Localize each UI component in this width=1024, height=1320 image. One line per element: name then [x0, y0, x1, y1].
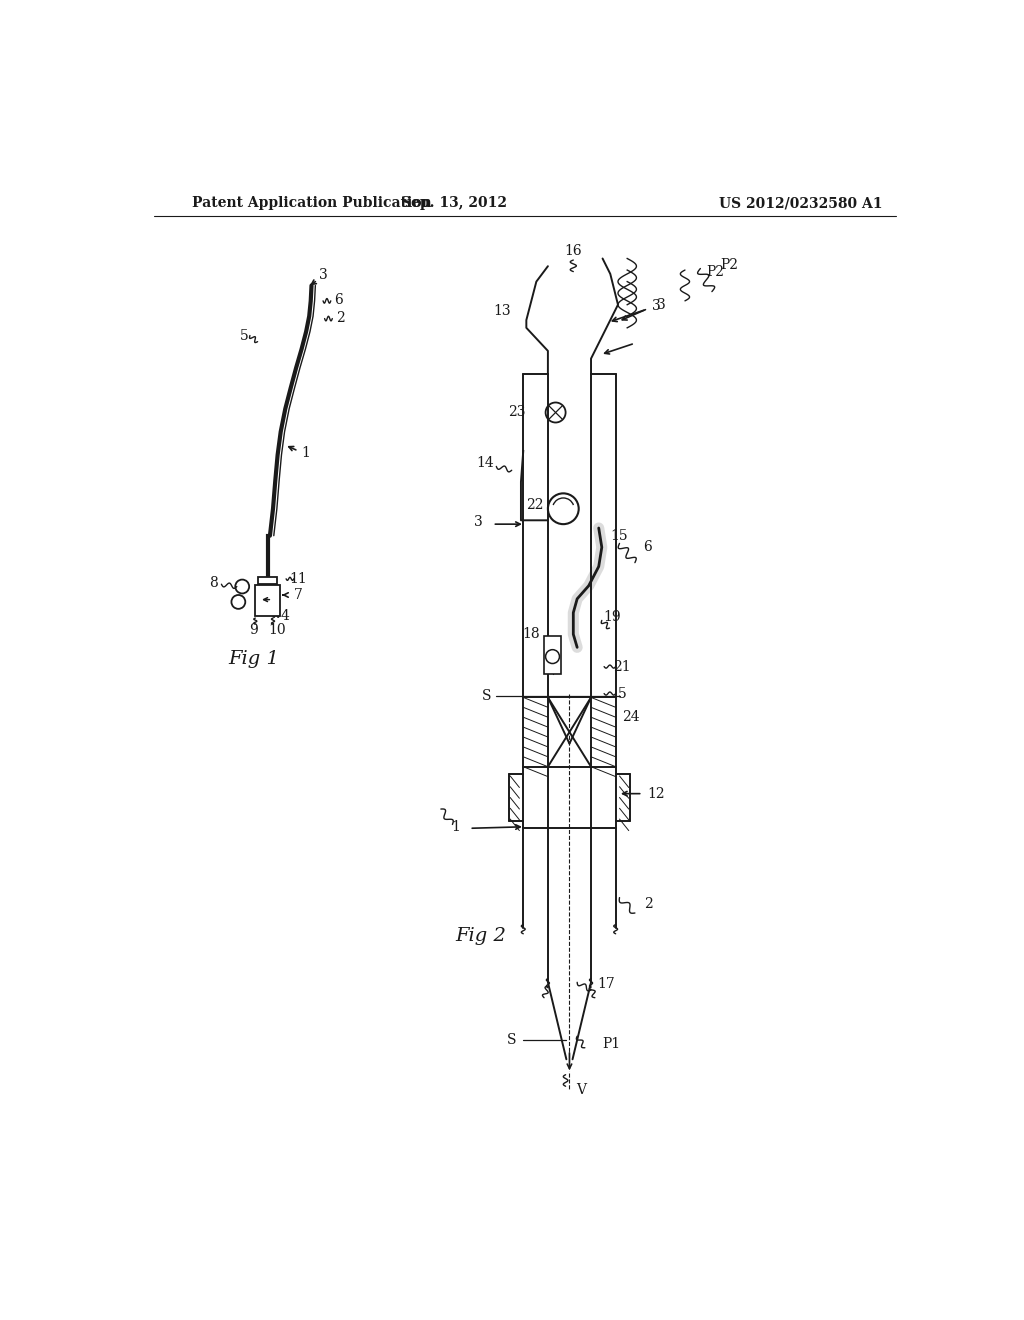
Text: 23: 23 [508, 405, 526, 420]
Text: 21: 21 [613, 660, 631, 673]
Text: 15: 15 [610, 529, 629, 543]
Text: 14: 14 [476, 455, 494, 470]
Text: 18: 18 [522, 627, 540, 642]
Text: 4: 4 [281, 609, 289, 623]
Text: 9: 9 [250, 623, 258, 636]
Text: 11: 11 [290, 572, 307, 586]
Text: 10: 10 [268, 623, 286, 636]
Text: 16: 16 [564, 244, 582, 257]
Text: 3: 3 [474, 515, 483, 529]
Text: 22: 22 [526, 498, 544, 512]
Bar [544, 636, 561, 675]
Text: 5: 5 [241, 329, 249, 342]
Text: 2: 2 [644, 896, 652, 911]
Text: 1: 1 [451, 820, 460, 834]
Text: 13: 13 [493, 304, 511, 318]
Text: 3: 3 [657, 298, 667, 312]
Text: P2: P2 [707, 265, 725, 280]
Text: V: V [577, 1084, 586, 1097]
Text: S: S [481, 689, 492, 702]
Text: 3: 3 [318, 268, 328, 282]
Text: S: S [507, 1034, 516, 1047]
Text: 3: 3 [652, 300, 660, 313]
Bar [258, 577, 276, 585]
Text: 1: 1 [302, 446, 310, 461]
Bar [255, 585, 280, 615]
Text: 7: 7 [294, 587, 303, 602]
Text: Fig 2: Fig 2 [456, 927, 506, 945]
Text: 6: 6 [644, 540, 652, 554]
Text: US 2012/0232580 A1: US 2012/0232580 A1 [719, 197, 883, 210]
Text: P2: P2 [721, 257, 738, 272]
Text: Patent Application Publication: Patent Application Publication [193, 197, 432, 210]
Text: 5: 5 [617, 686, 627, 701]
Text: Sep. 13, 2012: Sep. 13, 2012 [401, 197, 507, 210]
Text: 8: 8 [209, 577, 218, 590]
Text: Fig 1: Fig 1 [228, 649, 280, 668]
Text: 6: 6 [334, 293, 343, 308]
Text: 2: 2 [336, 310, 344, 325]
Text: 12: 12 [647, 787, 665, 801]
Text: 17: 17 [598, 977, 615, 991]
Text: 24: 24 [623, 710, 640, 723]
Text: 19: 19 [603, 610, 621, 623]
Text: P1: P1 [603, 1038, 621, 1051]
